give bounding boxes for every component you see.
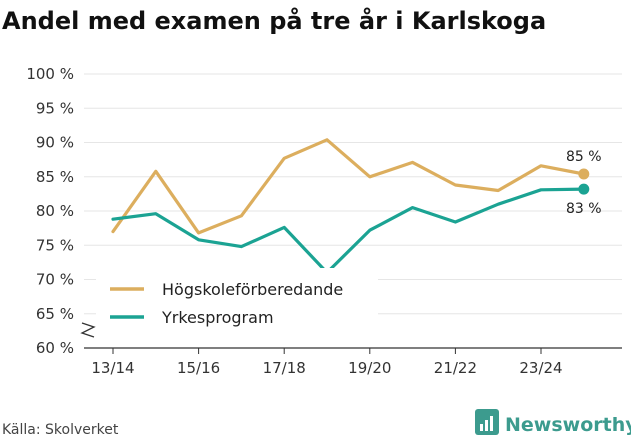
end-value-label-0: 85 % bbox=[566, 149, 602, 165]
y-tick-label: 90 % bbox=[36, 134, 74, 152]
series-group: 85 % 83 % bbox=[111, 138, 602, 275]
legend-background bbox=[96, 268, 378, 338]
legend-label-yrkesprogram: Yrkesprogram bbox=[161, 308, 274, 327]
y-tick-label: 70 % bbox=[36, 271, 74, 289]
x-tick-label: 21/22 bbox=[434, 359, 477, 377]
series-line-0 bbox=[111, 138, 586, 235]
end-value-label-1: 83 % bbox=[566, 201, 602, 217]
x-axis: 13/14 15/16 17/18 19/20 21/22 23/24 bbox=[84, 347, 622, 377]
series-end-point-0 bbox=[578, 168, 590, 180]
y-tick-label: 60 % bbox=[36, 339, 74, 357]
axis-break-icon bbox=[80, 322, 96, 338]
x-tick-label: 15/16 bbox=[177, 359, 220, 377]
x-tick-label: 17/18 bbox=[263, 359, 306, 377]
series-line-1 bbox=[111, 187, 586, 275]
y-tick-label: 65 % bbox=[36, 305, 74, 323]
y-tick-label: 85 % bbox=[36, 168, 74, 186]
legend-label-hogskoleforberedande: Högskoleförberedande bbox=[162, 280, 343, 299]
series-end-point-1 bbox=[578, 183, 590, 195]
y-tick-label: 75 % bbox=[36, 236, 74, 254]
x-tick-label: 13/14 bbox=[91, 359, 134, 377]
y-axis: 60 % 65 % 70 % 75 % 80 % 85 % 90 % 95 % 100 % bbox=[26, 65, 74, 357]
chart-title: Andel med examen på tre år i Karlskoga bbox=[2, 6, 546, 35]
y-tick-label: 95 % bbox=[36, 99, 74, 117]
source-note: Källa: Skolverket bbox=[2, 422, 119, 438]
newsworthy-logo: Newsworthy bbox=[475, 409, 631, 436]
y-tick-label: 80 % bbox=[36, 202, 74, 220]
x-tick-label: 23/24 bbox=[519, 359, 562, 377]
x-tick-label: 19/20 bbox=[348, 359, 391, 377]
legend: Högskoleförberedande Yrkesprogram bbox=[96, 268, 378, 338]
newsworthy-logo-text: Newsworthy bbox=[505, 414, 631, 436]
y-tick-label: 100 % bbox=[26, 65, 74, 83]
